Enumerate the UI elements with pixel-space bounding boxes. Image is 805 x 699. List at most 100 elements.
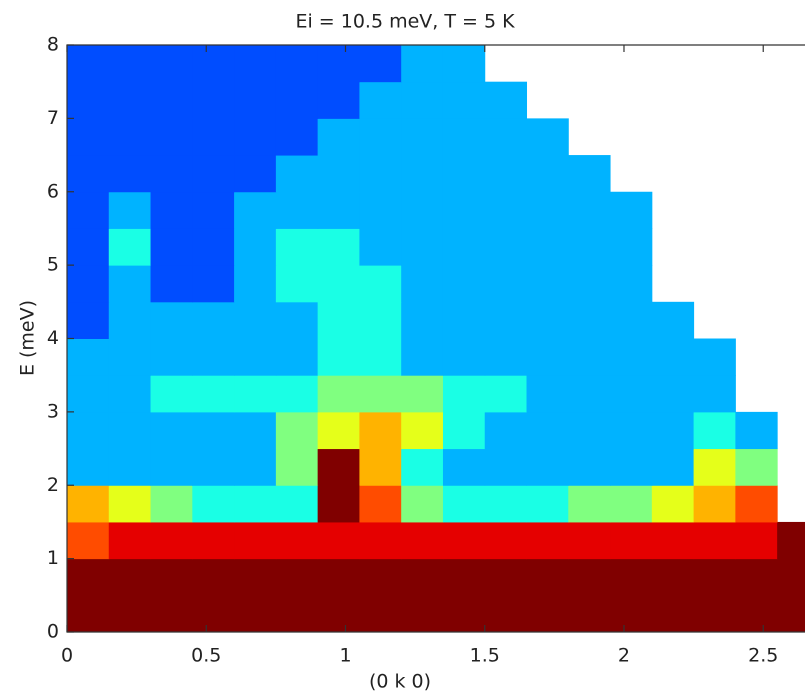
y-tick-label: 7 <box>47 107 59 129</box>
heatmap-cell <box>735 595 778 632</box>
heatmap-cell <box>150 265 193 303</box>
heatmap-cell <box>568 155 611 193</box>
heatmap-cell <box>526 301 569 339</box>
heatmap-cell <box>275 191 319 229</box>
heatmap-cell <box>651 521 695 560</box>
heatmap-cell <box>192 118 235 156</box>
heatmap-cell <box>150 338 193 376</box>
heatmap-cell <box>735 558 778 596</box>
heatmap-cell <box>651 411 695 450</box>
heatmap-cell <box>484 558 528 596</box>
heatmap-cell <box>610 265 653 303</box>
heatmap-cell <box>484 265 528 303</box>
heatmap-cell <box>192 155 235 193</box>
heatmap-cell <box>150 45 193 83</box>
heatmap-cell <box>192 228 235 266</box>
heatmap-cell <box>359 301 402 339</box>
heatmap-cell <box>317 595 360 632</box>
heatmap-cell <box>610 521 653 560</box>
heatmap-cell <box>359 338 402 376</box>
heatmap-cell <box>275 118 319 156</box>
heatmap-cell <box>442 265 486 303</box>
heatmap-cell <box>442 301 486 339</box>
y-axis-label: E (meV) <box>17 300 39 376</box>
heatmap-cell <box>568 558 611 596</box>
heatmap-cell <box>568 265 611 303</box>
heatmap-cell <box>192 411 235 450</box>
heatmap-cell <box>610 448 653 486</box>
heatmap-cell <box>192 338 235 376</box>
heatmap-cell <box>150 228 193 266</box>
heatmap-cell <box>484 375 528 413</box>
heatmap-cell <box>108 118 152 156</box>
heatmap-cell <box>192 81 235 119</box>
heatmap-cell <box>693 448 736 486</box>
heatmap-cell <box>735 411 778 450</box>
heatmap-cell <box>234 375 277 413</box>
heatmap-cell <box>359 521 402 560</box>
heatmap-cell <box>442 118 486 156</box>
heatmap-cell <box>150 155 193 193</box>
heatmap-cell <box>401 301 444 339</box>
heatmap-cell <box>234 265 277 303</box>
heatmap-cell <box>401 521 444 560</box>
heatmap-cell <box>234 448 277 486</box>
heatmap-cell <box>150 521 193 560</box>
heatmap-cell <box>442 191 486 229</box>
heatmap-cell <box>108 375 152 413</box>
x-tick-label: 2 <box>618 645 630 667</box>
heatmap-cell <box>359 595 402 632</box>
heatmap-cell <box>442 338 486 376</box>
heatmap-cell <box>359 411 402 450</box>
heatmap-cell <box>234 155 277 193</box>
heatmap-cell <box>401 228 444 266</box>
heatmap-cell <box>693 595 736 632</box>
heatmap-cell <box>234 81 277 119</box>
heatmap-cell <box>317 118 360 156</box>
heatmap-cell <box>401 191 444 229</box>
heatmap-cell <box>568 485 611 523</box>
heatmap-cell <box>484 228 528 266</box>
heatmap-cell <box>442 81 486 119</box>
heatmap-cell <box>150 411 193 450</box>
heatmap-cell <box>275 558 319 596</box>
heatmap-cell <box>651 375 695 413</box>
heatmap-cell <box>359 448 402 486</box>
heatmap-cell <box>526 338 569 376</box>
heatmap-cell <box>67 595 110 632</box>
heatmap-cell <box>234 595 277 632</box>
heatmap-cell <box>192 448 235 486</box>
heatmap-cell <box>651 558 695 596</box>
heatmap-cell <box>234 485 277 523</box>
heatmap-cell <box>234 338 277 376</box>
heatmap-cell <box>275 338 319 376</box>
heatmap-cell <box>192 301 235 339</box>
heatmap-cell <box>693 338 736 376</box>
heatmap-cell <box>693 411 736 450</box>
heatmap-cell <box>67 45 110 83</box>
heatmap-cell <box>401 45 444 83</box>
heatmap-cell <box>484 155 528 193</box>
heatmap-cell <box>317 485 360 523</box>
heatmap-cell <box>108 81 152 119</box>
x-tick-label: 2.5 <box>748 645 778 667</box>
heatmap-cell <box>693 521 736 560</box>
y-tick-label: 3 <box>47 400 59 422</box>
heatmap-cell <box>526 485 569 523</box>
heatmap-cell <box>359 118 402 156</box>
heatmap-cell <box>108 558 152 596</box>
heatmap-cell <box>568 521 611 560</box>
heatmap-cell <box>67 155 110 193</box>
heatmap-cell <box>192 45 235 83</box>
heatmap-cell <box>401 81 444 119</box>
heatmap-cell <box>610 485 653 523</box>
heatmap-cell <box>275 228 319 266</box>
x-tick-label: 1.5 <box>470 645 500 667</box>
heatmap-cell <box>610 595 653 632</box>
heatmap-cell <box>275 448 319 486</box>
heatmap-cell <box>67 191 110 229</box>
heatmap-cell <box>275 411 319 450</box>
x-tick-label: 0.5 <box>191 645 221 667</box>
heatmap-cell <box>735 485 778 523</box>
heatmap-cell <box>192 375 235 413</box>
